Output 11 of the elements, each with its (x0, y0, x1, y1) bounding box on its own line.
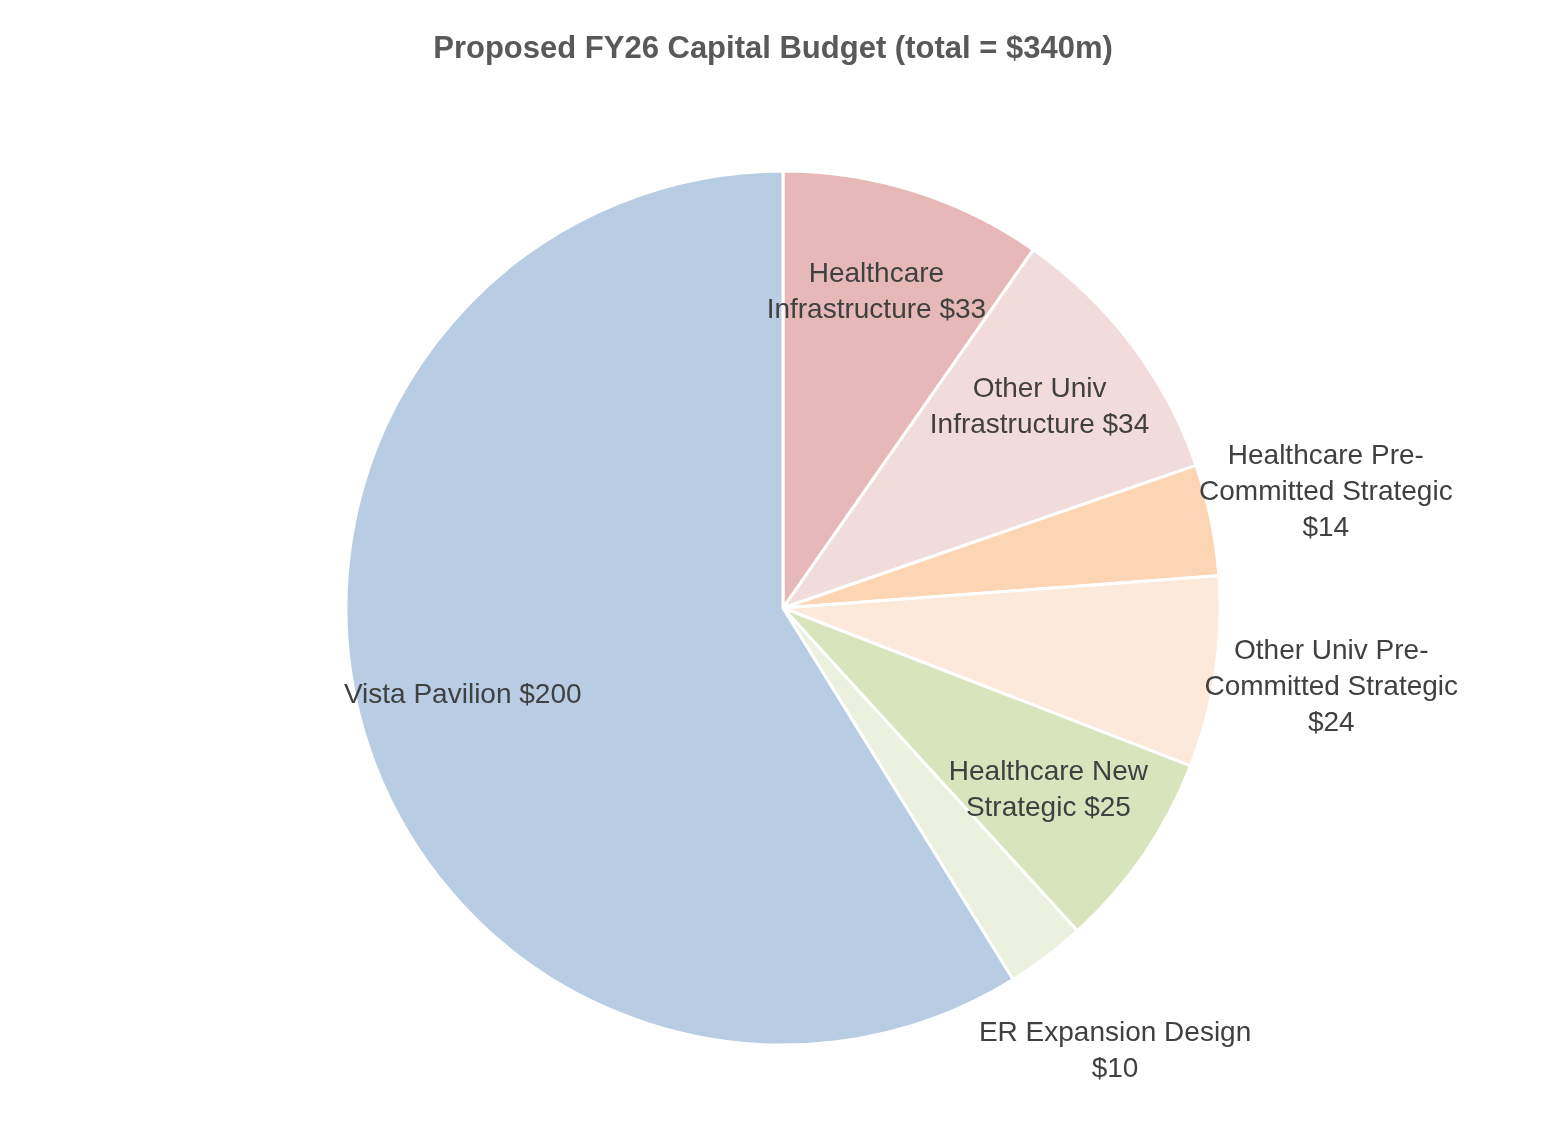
chart-title: Proposed FY26 Capital Budget (total = $340m) (432, 30, 1114, 66)
data-label: $24 (1307, 705, 1355, 737)
slice-label: Healthcare Infrastructure $33 (766, 256, 987, 324)
slice-label: Healthcare Pre-Committed Strategic (1199, 438, 1453, 506)
slice-label: ER Expansion Design (978, 1015, 1252, 1047)
slice-label: Healthcare New Strategic $25 (948, 754, 1149, 822)
slice-label: Other Univ Pre-Committed Strategic (1204, 633, 1459, 701)
data-label: $14 (1302, 510, 1350, 542)
slice-label: Other Univ Infrastructure $34 (929, 371, 1150, 439)
data-label: $10 (1091, 1051, 1139, 1083)
slice-label: Vista Pavilion $200 (343, 677, 582, 709)
